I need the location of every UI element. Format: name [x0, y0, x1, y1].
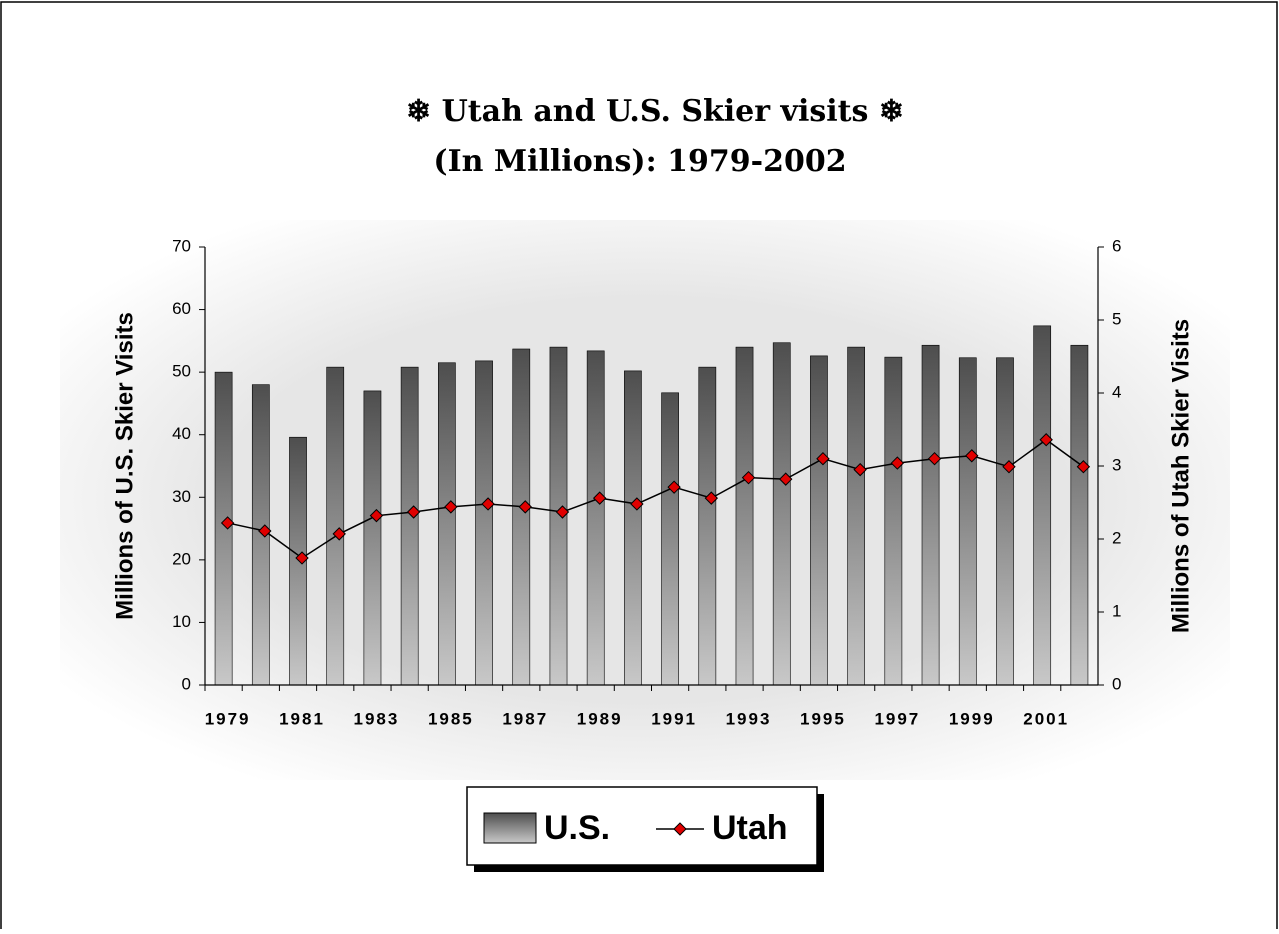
marker: [1039, 433, 1053, 447]
chart-subtitle: (In Millions): 1979-2002: [433, 144, 846, 179]
y-tick-label: 60: [172, 299, 191, 318]
x-tick-label: 1999: [949, 709, 995, 728]
y2-tick-label: 6: [1112, 236, 1121, 255]
marker: [444, 500, 458, 514]
legend-label: Utah: [712, 809, 788, 847]
y2-tick-label: 5: [1112, 309, 1121, 328]
marker: [258, 524, 272, 538]
y-tick-label: 40: [172, 424, 191, 443]
chart-title: ❄ Utah and U.S. Skier visits ❄: [406, 94, 904, 129]
marker: [965, 449, 979, 463]
x-tick-label: 1985: [428, 709, 474, 728]
marker: [1076, 460, 1091, 474]
marker: [704, 491, 719, 505]
bar: [363, 390, 382, 686]
bar: [661, 392, 679, 686]
marker: [630, 497, 644, 511]
bar: [847, 346, 866, 686]
bar: [772, 342, 791, 686]
bar: [475, 360, 493, 686]
marker: [220, 516, 235, 530]
marker: [853, 462, 867, 477]
y2-tick-label: 3: [1112, 455, 1121, 474]
bar: [698, 366, 717, 686]
legend-marker: [673, 822, 687, 836]
bar: [512, 348, 531, 686]
y2-tick-label: 0: [1112, 674, 1121, 693]
marker: [927, 451, 942, 466]
legend-swatch: [483, 812, 537, 844]
y-tick-label: 10: [172, 612, 191, 631]
bar: [400, 366, 419, 686]
bar: [1070, 344, 1089, 686]
y-tick-label: 50: [172, 362, 191, 381]
bar: [624, 370, 642, 686]
y2-tick-label: 2: [1112, 528, 1121, 547]
y-axis-label: Millions of U.S. Skier Visits: [111, 312, 138, 620]
x-tick-label: 1997: [874, 709, 920, 728]
bar: [437, 362, 456, 686]
marker: [1002, 460, 1016, 474]
x-tick-label: 1979: [205, 709, 251, 728]
y-tick-label: 30: [172, 487, 191, 506]
bar: [586, 350, 605, 686]
y2-tick-label: 1: [1112, 601, 1121, 620]
marker: [592, 491, 607, 505]
legend: U.S. Utah: [466, 786, 824, 872]
x-tick-label: 1993: [726, 709, 772, 728]
marker: [369, 508, 384, 523]
bar: [326, 366, 345, 686]
bar: [921, 344, 940, 686]
marker: [779, 472, 793, 486]
x-tick-label: 1995: [800, 709, 846, 728]
bar: [1033, 325, 1052, 686]
legend-box: [466, 786, 818, 866]
marker: [332, 527, 346, 541]
marker: [295, 551, 309, 565]
legend-label: U.S.: [544, 809, 610, 847]
bar: [958, 357, 977, 686]
marker: [667, 480, 681, 494]
marker: [481, 497, 495, 511]
marker: [518, 500, 532, 514]
x-tick-label: 1991: [651, 709, 697, 728]
bar: [810, 355, 828, 686]
y2-tick-label: 4: [1112, 382, 1121, 401]
x-tick-label: 1983: [354, 709, 400, 728]
y-tick-label: 0: [182, 674, 191, 693]
bar: [884, 356, 903, 686]
bar: [996, 357, 1014, 686]
marker: [890, 456, 905, 470]
marker: [741, 470, 756, 485]
x-tick-label: 1987: [502, 709, 548, 728]
marker: [555, 505, 570, 519]
x-tick-label: 1989: [577, 709, 623, 728]
y-tick-label: 70: [172, 236, 191, 255]
x-tick-label: 2001: [1023, 709, 1069, 728]
x-tick-label: 1981: [279, 709, 325, 728]
bar: [735, 346, 754, 686]
bar: [214, 371, 233, 686]
marker: [816, 451, 830, 466]
y2-axis-label: Millions of Utah Skier Visits: [1167, 319, 1194, 633]
marker: [406, 505, 421, 519]
y-tick-label: 20: [172, 549, 191, 568]
